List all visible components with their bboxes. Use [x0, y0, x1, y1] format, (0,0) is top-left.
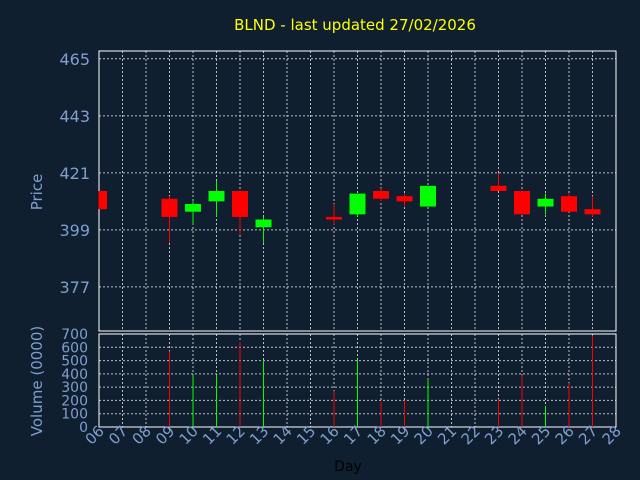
price-tick-label: 377: [59, 278, 90, 297]
price-tick-label: 443: [59, 107, 90, 126]
candle: [232, 191, 248, 236]
candle-body: [99, 191, 107, 210]
volume-axis-title: Volume (0000): [28, 326, 46, 436]
candle-body: [420, 185, 436, 207]
candle-body: [161, 198, 178, 217]
candle-body: [208, 191, 225, 202]
candle: [349, 193, 366, 217]
price-tick-label: 399: [59, 221, 90, 240]
candle: [255, 216, 272, 243]
x-tick-label: 20: [411, 422, 437, 448]
volume-tick-label: 600: [61, 340, 88, 356]
candle-body: [514, 191, 530, 215]
price-tick-label: 465: [59, 50, 90, 69]
x-tick-label: 16: [317, 422, 343, 448]
x-tick-label: 21: [434, 422, 460, 448]
candle: [98, 191, 107, 210]
volume-tick-label: 500: [61, 354, 88, 370]
x-tick-label: 10: [176, 422, 202, 448]
candle-body: [185, 203, 201, 212]
candle: [584, 196, 601, 217]
volume-tick-label: 100: [61, 407, 88, 423]
candle-body: [561, 196, 577, 212]
x-tick-label: 13: [246, 422, 272, 448]
candle: [537, 193, 554, 215]
candle-body: [490, 185, 507, 191]
candle: [420, 185, 436, 207]
x-tick-label: 17: [340, 422, 366, 448]
x-tick-label: 08: [129, 422, 155, 448]
candle-body: [326, 216, 342, 220]
volume-tick-label: 200: [61, 393, 88, 409]
x-tick-label: 07: [105, 422, 131, 448]
x-tick-label: 12: [223, 422, 249, 448]
volume-tick-label: 300: [61, 380, 88, 396]
x-tick-label: 22: [458, 422, 484, 448]
x-tick-label: 18: [364, 422, 390, 448]
candle-body: [396, 196, 413, 202]
price-axis-title: Price: [28, 174, 46, 211]
candle: [208, 180, 225, 217]
volume-bars: [169, 335, 593, 427]
candle-body: [373, 191, 389, 199]
price-y-ticks: 377 399 421 443 465: [59, 50, 90, 297]
candle: [396, 193, 413, 207]
candle: [185, 201, 201, 225]
candle: [490, 172, 507, 191]
x-tick-label: 23: [481, 422, 507, 448]
candle-body: [537, 198, 554, 207]
x-tick-label: 26: [552, 422, 578, 448]
price-grid: [98, 51, 617, 331]
x-tick-label: 27: [575, 422, 601, 448]
price-tick-label: 421: [59, 164, 90, 183]
x-tick-label: 19: [387, 422, 413, 448]
candle: [561, 193, 577, 212]
x-ticks: 0607080910111213141516171819202122232425…: [82, 422, 625, 448]
candle: [514, 191, 530, 215]
volume-tick-label: 700: [61, 327, 88, 343]
x-tick-label: 28: [599, 422, 625, 448]
volume-tick-label: 400: [61, 367, 88, 383]
x-tick-label: 25: [528, 422, 554, 448]
candle-body: [349, 193, 366, 215]
volume-tick-label: 0: [79, 420, 88, 436]
candles: [98, 172, 601, 243]
x-tick-label: 15: [293, 422, 319, 448]
x-tick-label: 11: [199, 422, 225, 448]
candle: [161, 196, 178, 243]
x-axis-title: Day: [334, 459, 362, 475]
candle-body: [584, 209, 601, 215]
candle-body: [255, 219, 272, 228]
x-tick-label: 24: [505, 422, 531, 448]
chart-title: BLND - last updated 27/02/2026: [234, 16, 476, 34]
x-tick-label: 09: [152, 422, 178, 448]
candle-body: [232, 191, 248, 217]
candle: [326, 203, 342, 225]
x-tick-label: 14: [270, 422, 296, 448]
candle: [373, 188, 389, 202]
